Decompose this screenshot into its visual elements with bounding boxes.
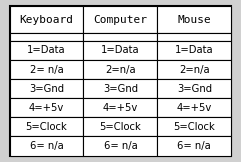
Bar: [10, 33, 83, 41]
Bar: [10, 79, 83, 98]
Text: 5=Clock: 5=Clock: [100, 122, 141, 132]
Text: 6= n/a: 6= n/a: [177, 141, 211, 151]
Bar: [10, 117, 83, 136]
Bar: [83, 41, 157, 60]
Bar: [10, 60, 83, 79]
Bar: [83, 117, 157, 136]
Bar: [83, 60, 157, 79]
Text: 6= n/a: 6= n/a: [104, 141, 137, 151]
Text: 4=+5v: 4=+5v: [103, 103, 138, 113]
Bar: [157, 60, 231, 79]
Text: Keyboard: Keyboard: [20, 15, 74, 25]
Bar: [157, 33, 231, 41]
Text: 5=Clock: 5=Clock: [26, 122, 67, 132]
Bar: [10, 6, 83, 33]
Bar: [83, 136, 157, 156]
Text: 4=+5v: 4=+5v: [177, 103, 212, 113]
Text: 2=n/a: 2=n/a: [179, 64, 210, 75]
Text: 1=Data: 1=Data: [175, 45, 214, 55]
Text: Mouse: Mouse: [177, 15, 211, 25]
Text: 4=+5v: 4=+5v: [29, 103, 64, 113]
Bar: [157, 98, 231, 117]
Text: Computer: Computer: [94, 15, 147, 25]
Text: 2= n/a: 2= n/a: [30, 64, 63, 75]
Text: 2=n/a: 2=n/a: [105, 64, 136, 75]
Bar: [10, 41, 83, 60]
Bar: [157, 117, 231, 136]
Bar: [157, 6, 231, 33]
Bar: [83, 98, 157, 117]
Text: 6= n/a: 6= n/a: [30, 141, 63, 151]
Text: 5=Clock: 5=Clock: [174, 122, 215, 132]
Text: 1=Data: 1=Data: [27, 45, 66, 55]
Bar: [10, 136, 83, 156]
Text: 3=Gnd: 3=Gnd: [103, 84, 138, 94]
Text: 3=Gnd: 3=Gnd: [29, 84, 64, 94]
Bar: [157, 41, 231, 60]
Bar: [83, 6, 157, 33]
Bar: [157, 136, 231, 156]
Text: 3=Gnd: 3=Gnd: [177, 84, 212, 94]
Text: 1=Data: 1=Data: [101, 45, 140, 55]
Bar: [83, 33, 157, 41]
Bar: [157, 79, 231, 98]
Bar: [10, 98, 83, 117]
Bar: [83, 79, 157, 98]
